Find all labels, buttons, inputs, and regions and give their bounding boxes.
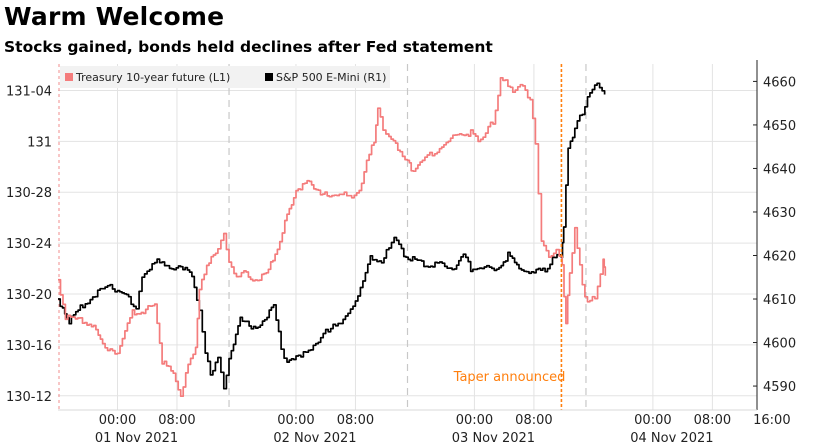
x-tick-label: 00:00: [99, 413, 136, 428]
left-tick-label: 130-24: [6, 237, 52, 252]
x-tick-label: 08:00: [158, 413, 195, 428]
sp500-legend-swatch: [265, 73, 273, 81]
x-tick-label: 00:00: [456, 413, 493, 428]
sp500-legend-label: S&P 500 E-Mini (R1): [276, 71, 386, 84]
axes: 4590 4600 4610 4620 4630 4640 4650 4660 130-12 13…: [6, 60, 796, 446]
left-tick-label: 130-16: [6, 339, 52, 354]
x-tick-label: 08:00: [515, 413, 552, 428]
chart-subtitle: Stocks gained, bonds held declines after…: [4, 38, 493, 56]
left-tick-label: 131-04: [6, 84, 52, 99]
treasury-series-line: [58, 76, 607, 398]
right-tick-label: 4640: [763, 162, 796, 177]
right-tick-label: 4610: [763, 293, 796, 308]
x-day-label: 04 Nov 2021: [630, 431, 713, 446]
x-day-label: 01 Nov 2021: [95, 431, 178, 446]
left-tick-label: 130-12: [6, 390, 52, 405]
left-tick-label: 131: [27, 135, 52, 150]
legend: Treasury 10-year future (L1) S&P 500 E-Mi…: [60, 66, 390, 88]
right-tick-label: 4630: [763, 206, 796, 221]
right-tick-label: 4660: [763, 75, 796, 90]
x-day-label: 02 Nov 2021: [273, 431, 356, 446]
series-layer: [58, 76, 607, 398]
x-tick-label: 00:00: [634, 413, 671, 428]
sp500-series-line: [58, 82, 606, 390]
taper-announced-label: Taper announced: [453, 370, 566, 385]
session-breaks: [58, 64, 587, 410]
treasury-legend-label: Treasury 10-year future (L1): [75, 71, 230, 84]
right-tick-label: 4620: [763, 249, 796, 264]
annotations: Taper announced: [453, 64, 566, 410]
x-day-label: 03 Nov 2021: [452, 431, 535, 446]
right-tick-label: 4600: [763, 337, 796, 352]
right-tick-label: 4650: [763, 119, 796, 134]
x-tick-label: 16:00: [753, 413, 790, 428]
legend-box: [60, 66, 390, 88]
chart-title: Warm Welcome: [4, 2, 225, 31]
right-tick-label: 4590: [763, 380, 796, 395]
left-tick-label: 130-20: [6, 288, 52, 303]
x-tick-label: 00:00: [277, 413, 314, 428]
x-tick-label: 08:00: [694, 413, 731, 428]
x-tick-label: 08:00: [337, 413, 374, 428]
left-tick-label: 130-28: [6, 186, 52, 201]
treasury-legend-swatch: [65, 73, 73, 81]
